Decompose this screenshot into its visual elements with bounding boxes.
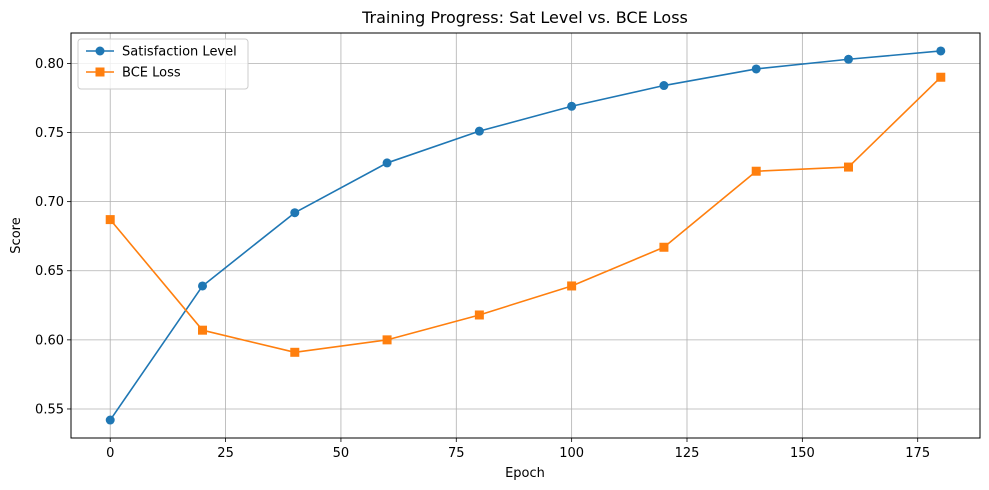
data-point xyxy=(843,162,853,172)
data-point xyxy=(751,166,761,176)
chart-title: Training Progress: Sat Level vs. BCE Los… xyxy=(361,8,688,27)
data-point xyxy=(474,126,484,136)
data-point xyxy=(659,81,669,91)
y-tick-label: 0.60 xyxy=(35,333,64,348)
legend-label: Satisfaction Level xyxy=(122,45,237,60)
data-point xyxy=(382,335,392,345)
x-axis: 0 25 50 75 100 125 150 175 xyxy=(106,438,930,461)
series-1 xyxy=(105,72,946,357)
x-tick-label: 150 xyxy=(790,446,815,461)
x-tick-label: 75 xyxy=(448,446,465,461)
legend-box xyxy=(77,38,249,90)
legend: Satisfaction Level BCE Loss xyxy=(77,38,249,90)
y-tick-label: 0.70 xyxy=(35,195,64,210)
series-line xyxy=(109,50,941,421)
data-point xyxy=(936,72,946,82)
legend-entry: BCE Loss xyxy=(86,66,181,81)
legend-marker xyxy=(95,67,105,77)
y-tick-label: 0.55 xyxy=(35,402,64,417)
x-tick-label: 175 xyxy=(905,446,930,461)
legend-entry: Satisfaction Level xyxy=(86,45,237,60)
y-tick-label: 0.65 xyxy=(35,264,64,279)
x-tick-label: 100 xyxy=(559,446,584,461)
data-point xyxy=(382,158,392,168)
series-line xyxy=(109,76,942,354)
legend-marker xyxy=(95,46,105,56)
data-point xyxy=(936,46,946,56)
plot-area-frame xyxy=(70,32,981,439)
data-point xyxy=(474,310,484,320)
x-axis-label: Epoch xyxy=(505,466,545,481)
series-0 xyxy=(105,46,946,425)
data-point xyxy=(567,101,577,111)
legend-label: BCE Loss xyxy=(122,66,181,81)
data-point xyxy=(567,281,577,291)
data-point xyxy=(290,208,300,218)
data-point xyxy=(198,325,208,335)
x-tick-label: 25 xyxy=(217,446,234,461)
data-point xyxy=(659,242,669,252)
y-axis: 0.55 0.60 0.65 0.70 0.75 0.80 xyxy=(35,57,71,417)
y-tick-label: 0.75 xyxy=(35,126,64,141)
data-point xyxy=(105,215,115,225)
data-point xyxy=(290,347,300,357)
y-axis-label: Score xyxy=(9,217,24,253)
data-point xyxy=(843,54,853,64)
data-point xyxy=(105,415,115,425)
series-layer xyxy=(105,46,946,425)
y-tick-label: 0.80 xyxy=(35,57,64,72)
data-point xyxy=(198,281,208,291)
x-tick-label: 125 xyxy=(675,446,700,461)
x-tick-label: 50 xyxy=(333,446,350,461)
x-tick-label: 0 xyxy=(106,446,114,461)
data-point xyxy=(751,64,761,74)
